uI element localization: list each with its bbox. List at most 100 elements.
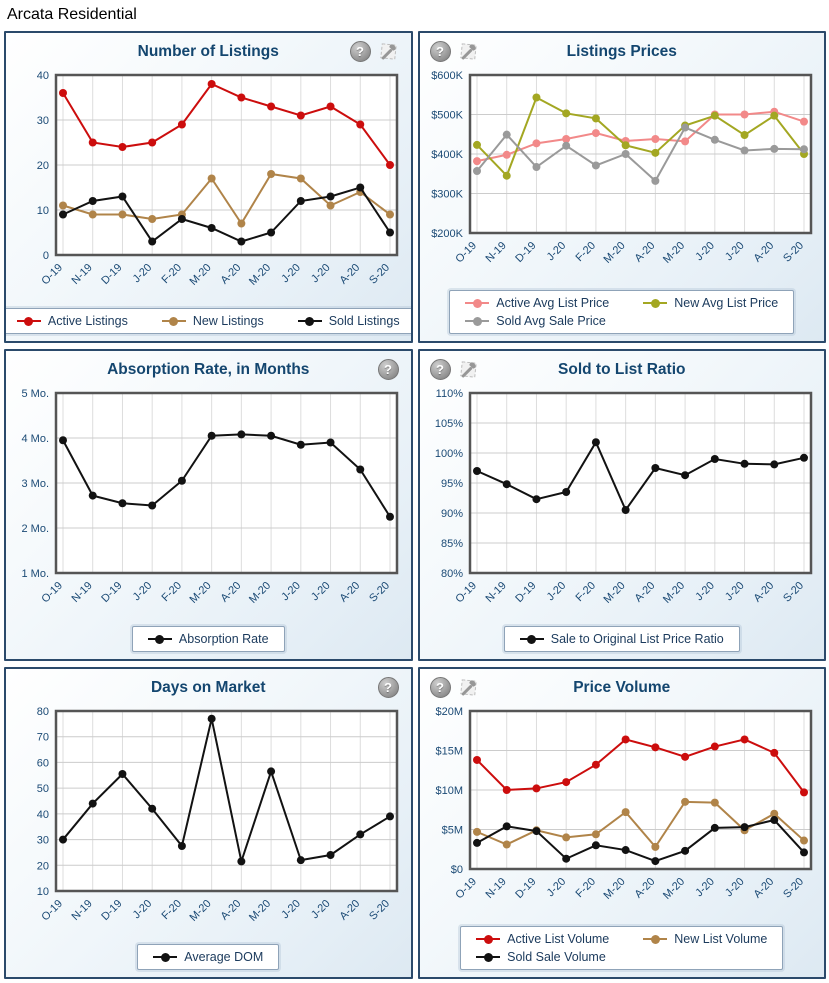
legend-item-average-dom[interactable]: Average DOM (153, 950, 263, 964)
svg-text:J-20: J-20 (309, 262, 333, 286)
legend-item-sold-listings[interactable]: Sold Listings (297, 314, 400, 328)
legend-label: Active Listings (47, 314, 128, 328)
svg-text:3 Mo.: 3 Mo. (22, 478, 50, 490)
legend-item-absorption-rate[interactable]: Absorption Rate (147, 632, 269, 646)
legend-label: New List Volume (674, 932, 768, 946)
help-icon[interactable]: ? (349, 41, 371, 62)
svg-text:2 Mo.: 2 Mo. (22, 523, 50, 535)
svg-text:10: 10 (37, 205, 49, 217)
help-icon[interactable]: ? (377, 677, 399, 698)
legend-item-active-listings[interactable]: Active Listings (16, 314, 128, 328)
svg-text:J-20: J-20 (693, 876, 717, 900)
svg-text:S-20: S-20 (781, 240, 806, 265)
panel-header: Listings Prices ? (424, 35, 821, 65)
chart-title: Sold to List Ratio (558, 361, 686, 378)
svg-text:A-20: A-20 (632, 240, 657, 265)
marker-dot (24, 316, 34, 326)
svg-text:J-20: J-20 (309, 580, 333, 604)
legend-item-sale-to-original-list-price-ratio[interactable]: Sale to Original List Price Ratio (519, 632, 724, 646)
svg-text:F-20: F-20 (160, 580, 184, 604)
help-icon[interactable]: ? (377, 359, 399, 380)
svg-text:J-20: J-20 (693, 580, 717, 604)
legend-box: Absorption Rate (131, 626, 285, 652)
chart-legend: Average DOM (10, 944, 407, 970)
legend-item-active-list-volume[interactable]: Active List Volume (476, 932, 609, 946)
svg-text:J-20: J-20 (693, 240, 717, 264)
marker-dot (472, 316, 482, 326)
series-marker-icon (297, 316, 322, 327)
legend-label: Absorption Rate (178, 632, 269, 646)
svg-text:90%: 90% (441, 508, 463, 520)
marker-dot (650, 934, 660, 944)
svg-text:F-20: F-20 (573, 240, 597, 264)
legend-label: New Listings (192, 314, 264, 328)
svg-text:80%: 80% (441, 568, 463, 580)
marker-dot (483, 952, 493, 962)
panel-icon-group: ? (349, 41, 399, 62)
svg-text:J-20: J-20 (309, 898, 333, 922)
tools-icon[interactable] (378, 41, 399, 62)
svg-text:J-20: J-20 (131, 898, 155, 922)
svg-text:D-19: D-19 (513, 876, 538, 901)
legend-item-active-avg-list-price[interactable]: Active Avg List Price (465, 296, 609, 310)
price-volume-panel: Price Volume ? $0 $5M $10M $15M $20M O-19 N-19… (417, 667, 826, 979)
svg-text:A-20: A-20 (751, 240, 776, 265)
svg-text:20: 20 (37, 860, 49, 872)
svg-text:M-20: M-20 (661, 580, 687, 606)
svg-text:J-20: J-20 (544, 240, 568, 264)
tools-icon[interactable] (458, 677, 479, 698)
chart-legend: Active List Volume New List Volume Sold … (424, 926, 821, 970)
legend-row: Absorption Rate (147, 632, 269, 646)
marker-dot (483, 934, 493, 944)
marker-dot (650, 298, 660, 308)
tools-icon[interactable] (458, 359, 479, 380)
svg-text:A-20: A-20 (632, 580, 657, 605)
svg-text:A-20: A-20 (751, 580, 776, 605)
help-icon[interactable]: ? (429, 41, 451, 62)
chart-legend: Absorption Rate (10, 626, 407, 652)
panel-icon-group: ? (429, 677, 479, 698)
legend-row: Active Avg List Price New Avg List Price (465, 296, 778, 310)
series-marker-icon (519, 634, 544, 645)
legend-item-new-avg-list-price[interactable]: New Avg List Price (643, 296, 778, 310)
svg-text:O-19: O-19 (40, 580, 66, 606)
svg-text:J-20: J-20 (280, 580, 304, 604)
legend-item-new-listings[interactable]: New Listings (161, 314, 264, 328)
legend-item-new-list-volume[interactable]: New List Volume (643, 932, 767, 946)
chart-legend: Active Avg List Price New Avg List Price… (424, 290, 821, 334)
tools-icon[interactable] (458, 41, 479, 62)
svg-text:J-20: J-20 (280, 262, 304, 286)
svg-text:M-20: M-20 (601, 240, 627, 266)
svg-text:F-20: F-20 (160, 262, 184, 286)
svg-text:M-20: M-20 (661, 876, 687, 902)
svg-text:D-19: D-19 (99, 262, 124, 287)
svg-text:N-19: N-19 (70, 898, 95, 923)
dashboard-grid: Number of Listings ? 0 10 20 30 40 O-19 N-19 D-… (0, 31, 829, 983)
svg-text:30: 30 (37, 835, 49, 847)
svg-text:100%: 100% (435, 448, 463, 460)
svg-text:S-20: S-20 (781, 876, 806, 901)
legend-label: New Avg List Price (674, 296, 779, 310)
svg-text:40: 40 (37, 70, 49, 82)
svg-text:M-20: M-20 (188, 262, 214, 288)
legend-label: Sale to Original List Price Ratio (550, 632, 724, 646)
help-icon[interactable]: ? (429, 677, 451, 698)
svg-text:J-20: J-20 (723, 580, 747, 604)
sold-to-list-ratio-chart: 80%85%90%95%100%105%110%O-19 N-19 D-19 J-20… (435, 388, 812, 606)
svg-text:J-20: J-20 (723, 876, 747, 900)
help-icon[interactable]: ? (429, 359, 451, 380)
legend-item-sold-avg-sale-price[interactable]: Sold Avg Sale Price (465, 314, 606, 328)
svg-text:50: 50 (37, 783, 49, 795)
marker-dot (169, 316, 179, 326)
svg-text:S-20: S-20 (781, 580, 806, 605)
series-marker-icon (153, 952, 178, 963)
panel-header: Price Volume ? (424, 671, 821, 701)
absorption-rate-panel: Absorption Rate, in Months ? 1 Mo. 2 Mo. 3… (4, 349, 413, 661)
legend-item-sold-sale-volume[interactable]: Sold Sale Volume (476, 950, 606, 964)
marker-dot (155, 634, 165, 644)
svg-text:M-20: M-20 (601, 580, 627, 606)
svg-text:F-20: F-20 (573, 580, 597, 604)
svg-text:S-20: S-20 (367, 898, 392, 923)
svg-text:J-20: J-20 (544, 580, 568, 604)
